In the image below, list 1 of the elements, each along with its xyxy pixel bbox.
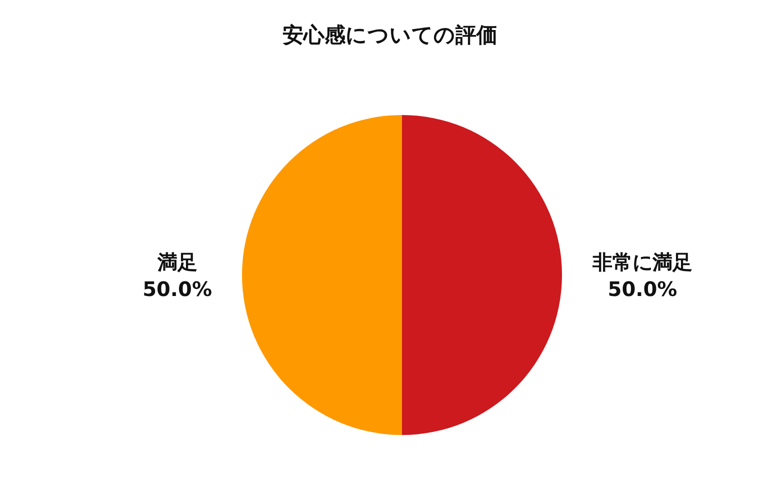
title: 安心感についての評価 — [282, 23, 498, 47]
